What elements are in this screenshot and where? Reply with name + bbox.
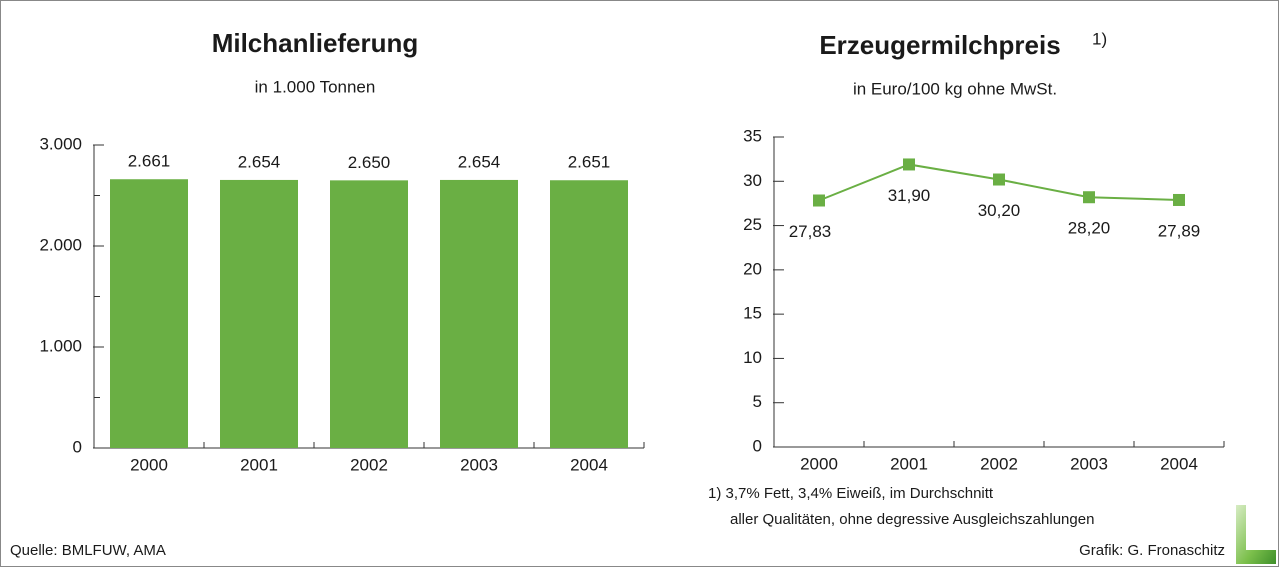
y-tick-label: 30 bbox=[743, 171, 762, 190]
x-tick-label: 2000 bbox=[800, 454, 838, 473]
y-tick-label: 5 bbox=[753, 392, 762, 411]
bar bbox=[550, 180, 628, 448]
x-tick-label: 2003 bbox=[1070, 454, 1108, 473]
bar bbox=[440, 179, 518, 449]
marker bbox=[1083, 191, 1095, 204]
value-label: 30,20 bbox=[978, 201, 1021, 220]
chart-title: Erzeugermilchpreis bbox=[819, 30, 1060, 60]
x-tick-label: 2001 bbox=[240, 455, 278, 474]
y-tick-label: 10 bbox=[743, 348, 762, 367]
value-label: 31,90 bbox=[888, 186, 931, 205]
y-tick-label: 35 bbox=[743, 126, 762, 145]
bar bbox=[220, 179, 298, 449]
chart-title: Milchanlieferung bbox=[212, 28, 419, 58]
bar bbox=[330, 180, 408, 448]
value-label: 2.654 bbox=[238, 152, 281, 171]
bar bbox=[110, 179, 188, 448]
source: Quelle: BMLFUW, AMA bbox=[10, 542, 166, 559]
y-tick-label: 3.000 bbox=[39, 134, 82, 153]
value-label: 2.650 bbox=[348, 153, 391, 172]
y-tick-label: 0 bbox=[753, 436, 762, 455]
value-label: 28,20 bbox=[1068, 219, 1111, 238]
y-tick-label: 20 bbox=[743, 259, 762, 278]
y-tick-label: 1.000 bbox=[39, 336, 82, 355]
y-tick-label: 15 bbox=[743, 304, 762, 323]
y-tick-label: 2.000 bbox=[39, 235, 82, 254]
title-note: 1) bbox=[1092, 29, 1107, 48]
x-tick-label: 2000 bbox=[130, 455, 168, 474]
value-label: 27,89 bbox=[1158, 221, 1201, 240]
y-tick-label: 0 bbox=[73, 437, 82, 456]
chart-subtitle: in Euro/100 kg ohne MwSt. bbox=[853, 79, 1057, 98]
value-label: 2.661 bbox=[128, 152, 171, 171]
value-label: 2.651 bbox=[568, 153, 611, 172]
x-tick-label: 2004 bbox=[1160, 454, 1198, 473]
marker bbox=[903, 158, 915, 171]
marker bbox=[993, 173, 1005, 186]
value-label: 2.654 bbox=[458, 152, 501, 171]
x-tick-label: 2002 bbox=[980, 454, 1018, 473]
logo bbox=[1236, 505, 1276, 564]
marker bbox=[1173, 193, 1185, 206]
credit: Grafik: G. Fronaschitz bbox=[1079, 542, 1225, 559]
y-tick-label: 25 bbox=[743, 215, 762, 234]
x-tick-label: 2001 bbox=[890, 454, 928, 473]
footnote: aller Qualitäten, ohne degressive Ausgle… bbox=[730, 511, 1094, 528]
value-label: 27,83 bbox=[789, 222, 832, 241]
footnote: 1) 3,7% Fett, 3,4% Eiweiß, im Durchschni… bbox=[708, 485, 994, 502]
chart-subtitle: in 1.000 Tonnen bbox=[255, 77, 376, 96]
x-tick-label: 2003 bbox=[460, 455, 498, 474]
marker bbox=[813, 194, 825, 207]
x-tick-label: 2002 bbox=[350, 455, 388, 474]
x-tick-label: 2004 bbox=[570, 455, 608, 474]
